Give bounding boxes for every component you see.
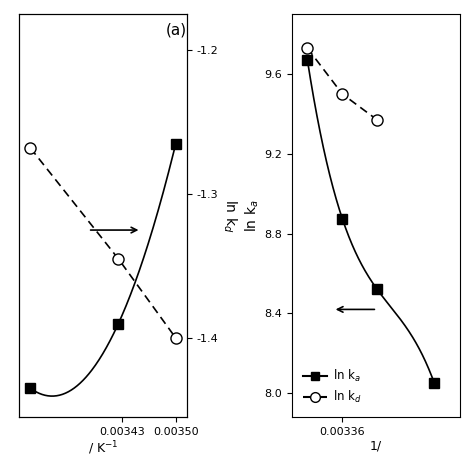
X-axis label: 1/: 1/: [370, 439, 382, 453]
X-axis label: / K$^{-1}$: / K$^{-1}$: [88, 439, 118, 457]
Text: (a): (a): [165, 22, 186, 37]
Y-axis label: ln k$_a$: ln k$_a$: [244, 200, 261, 232]
Legend: ln k$_a$, ln k$_d$: ln k$_a$, ln k$_d$: [297, 363, 367, 411]
Y-axis label: ln k$_d$: ln k$_d$: [221, 199, 238, 232]
